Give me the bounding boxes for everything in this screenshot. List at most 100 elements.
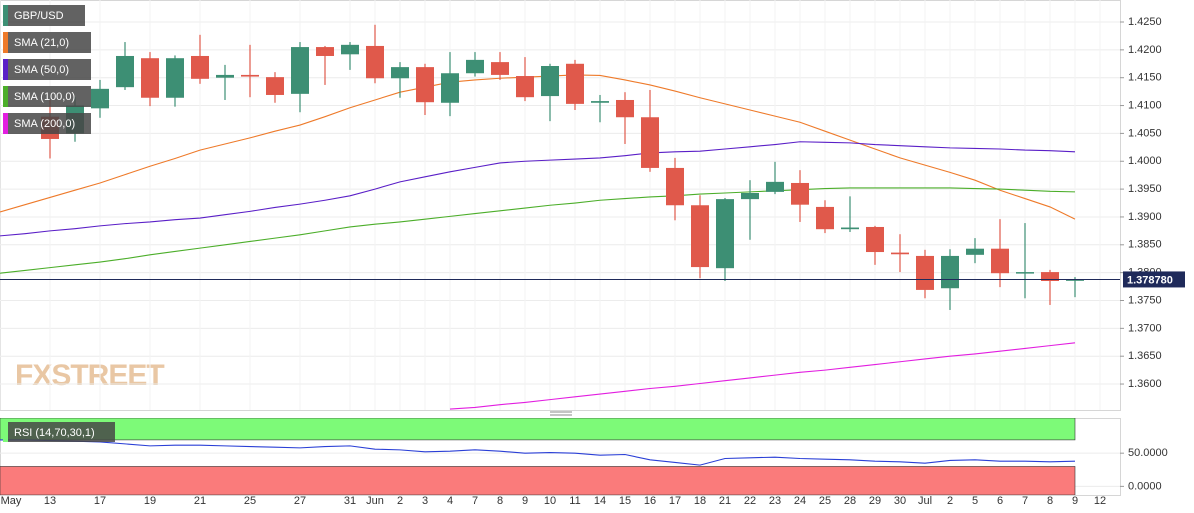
x-tick-label: 25 xyxy=(819,495,831,507)
legend-label: SMA (200,0) xyxy=(14,118,75,130)
y-tick-label: 1.4150 xyxy=(1128,72,1162,84)
x-tick-label: 31 xyxy=(344,495,356,507)
candle-body xyxy=(616,99,634,118)
candle-body xyxy=(491,62,509,75)
x-tick-label: 17 xyxy=(669,495,681,507)
candle-body xyxy=(341,44,359,55)
candle-body xyxy=(941,255,959,289)
candle-body xyxy=(966,248,984,255)
y-tick-label: 1.3850 xyxy=(1128,239,1162,251)
x-tick-label: 6 xyxy=(997,495,1003,507)
oversold-band xyxy=(0,466,1076,495)
legend-swatch xyxy=(3,32,8,53)
x-tick-label: 21 xyxy=(719,495,731,507)
y-tick-label: 1.4050 xyxy=(1128,127,1162,139)
x-tick-label: 19 xyxy=(144,495,156,507)
rsi-plot xyxy=(0,418,1076,495)
x-tick-label: 16 xyxy=(644,495,656,507)
legend-box[interactable] xyxy=(3,5,85,26)
y-tick-label: 1.4100 xyxy=(1128,99,1162,111)
legend-box[interactable] xyxy=(3,113,91,134)
candle-body xyxy=(116,55,134,88)
x-tick-label: 15 xyxy=(619,495,631,507)
x-tick-label: 10 xyxy=(544,495,556,507)
candle-body xyxy=(791,182,809,205)
y-tick-label: 1.3750 xyxy=(1128,294,1162,306)
candle-body xyxy=(716,199,734,269)
candle-body xyxy=(766,181,784,192)
candle-body xyxy=(666,167,684,206)
legend-box[interactable] xyxy=(3,59,91,80)
legend: GBP/USD SMA (21,0) SMA (50,0) SMA (100,0) SM… xyxy=(3,5,115,442)
sma-line xyxy=(449,342,1076,410)
sma-line xyxy=(0,74,1076,220)
x-tick-label: 4 xyxy=(447,495,453,507)
candle-body xyxy=(891,252,909,255)
y-tick-label: 1.3700 xyxy=(1128,322,1162,334)
legend-box[interactable] xyxy=(3,86,91,107)
x-tick-label: 12 xyxy=(1094,495,1106,507)
x-tick-label: 8 xyxy=(497,495,503,507)
x-tick-label: 13 xyxy=(44,495,56,507)
x-tick-label: 8 xyxy=(1047,495,1053,507)
candle-body xyxy=(91,88,109,109)
rsi-line xyxy=(0,439,1076,466)
legend-label: RSI (14,70,30,1) xyxy=(14,427,95,439)
legend-box[interactable] xyxy=(3,32,91,53)
x-tick-label: 9 xyxy=(1072,495,1078,507)
y-tick-label: 1.4000 xyxy=(1128,155,1162,167)
legend-swatch xyxy=(3,86,8,107)
x-tick-label: 28 xyxy=(844,495,856,507)
x-tick-label: 27 xyxy=(294,495,306,507)
overbought-band xyxy=(0,418,1076,441)
x-tick-label: Jul xyxy=(918,495,932,507)
price-plot xyxy=(0,24,1120,410)
candle-body xyxy=(691,205,709,268)
y-tick-label: 1.3600 xyxy=(1128,378,1162,390)
x-tick-label: 23 xyxy=(769,495,781,507)
candle-body xyxy=(541,66,559,97)
legend-swatch xyxy=(3,422,8,442)
candle-body xyxy=(516,76,534,98)
candle-body xyxy=(916,255,934,290)
y-tick-label: 1.4200 xyxy=(1128,44,1162,56)
x-tick-label: May xyxy=(1,495,22,507)
candle-body xyxy=(441,73,459,103)
candle-body xyxy=(416,67,434,103)
legend-label: SMA (100,0) xyxy=(14,91,75,103)
x-tick-label: 24 xyxy=(794,495,806,507)
legend-box[interactable] xyxy=(3,422,115,442)
candle-body xyxy=(841,227,859,230)
x-tick-label: 11 xyxy=(569,495,580,507)
candle-body xyxy=(291,47,309,94)
legend-label: SMA (50,0) xyxy=(14,64,69,76)
candle-body xyxy=(1016,272,1034,274)
candle-body xyxy=(316,47,334,56)
candle-body xyxy=(366,45,384,79)
y-tick-label: 1.3900 xyxy=(1128,211,1162,223)
watermark: FXSTREET xyxy=(15,359,164,392)
candle-body xyxy=(991,248,1009,274)
candle-body xyxy=(741,192,759,200)
legend-swatch xyxy=(3,113,8,134)
candle-body xyxy=(266,77,284,95)
candle-body xyxy=(391,67,409,79)
candle-body xyxy=(641,117,659,168)
sma-line xyxy=(0,187,1076,274)
candle-body xyxy=(591,101,609,103)
candle-body xyxy=(816,206,834,230)
candle-body xyxy=(141,58,159,98)
x-tick-label: 25 xyxy=(244,495,256,507)
y-tick-label: 50.0000 xyxy=(1128,447,1168,459)
x-tick-label: 18 xyxy=(694,495,706,507)
x-tick-label: 22 xyxy=(744,495,756,507)
legend-swatch xyxy=(3,59,8,80)
candle-body xyxy=(1066,279,1084,281)
sma-line xyxy=(0,141,1076,237)
axes: 1.4250 1.4200 1.4150 1.4100 1.4050 1.4000 1.39… xyxy=(1,16,1185,507)
x-tick-label: 29 xyxy=(869,495,881,507)
x-tick-label: 7 xyxy=(472,495,478,507)
x-tick-label: 30 xyxy=(894,495,906,507)
x-tick-label: 3 xyxy=(422,495,428,507)
